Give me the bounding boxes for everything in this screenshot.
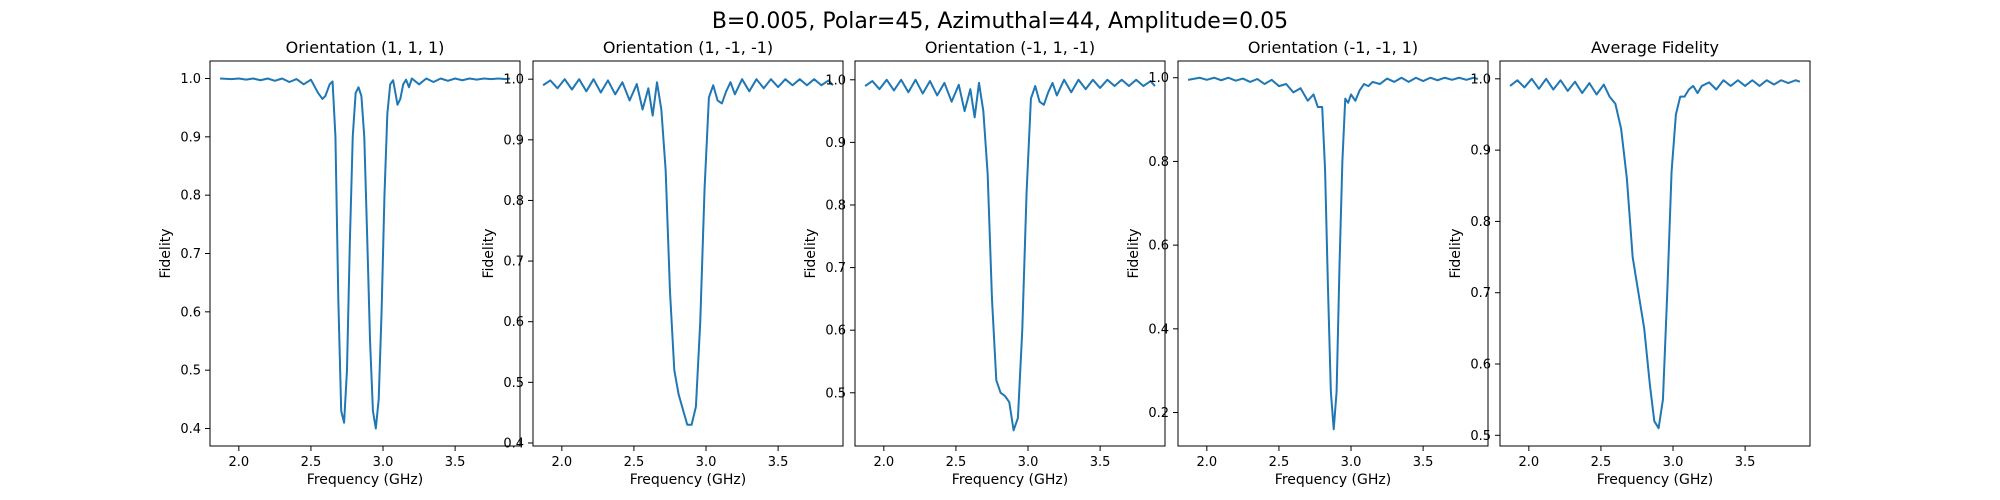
y-tick-label: 0.5	[825, 386, 846, 401]
x-tick-label: 3.5	[1413, 455, 1434, 470]
y-tick-label: 0.9	[1470, 144, 1491, 159]
y-tick-label: 1.0	[1148, 71, 1169, 86]
x-tick-label: 2.0	[228, 455, 249, 470]
subplot-title: Orientation (1, -1, -1)	[603, 38, 773, 57]
x-tick-label: 3.0	[1663, 455, 1684, 470]
subplot-1: 2.0 2.5 3.0 3.5 0.4 0.5 0.6 0.7 0.8 0.9 1.0 Orienta…	[158, 38, 521, 488]
y-axis-label: Fidelity	[158, 229, 174, 279]
y-axis-label: Fidelity	[803, 229, 819, 279]
panels: 2.0 2.5 3.0 3.5 0.4 0.5 0.6 0.7 0.8 0.9 1.0 Orienta…	[158, 38, 1811, 488]
y-tick-label: 0.5	[503, 376, 524, 391]
x-axis-label: Frequency (GHz)	[630, 472, 746, 488]
y-tick-label: 0.6	[1470, 358, 1491, 373]
x-axis-label: Frequency (GHz)	[307, 472, 423, 488]
y-tick-label: 0.5	[1470, 429, 1491, 444]
y-tick-label: 0.7	[825, 261, 846, 276]
x-tick-label: 3.5	[768, 455, 789, 470]
x-tick-label: 3.0	[696, 455, 717, 470]
x-tick-label: 2.5	[946, 455, 967, 470]
x-tick-label: 3.5	[1735, 455, 1756, 470]
series-line	[864, 78, 1156, 432]
y-tick-label: 0.6	[1148, 239, 1169, 254]
axes-frame	[1177, 60, 1489, 447]
subplot-4: 2.0 2.5 3.0 3.5 0.2 0.4 0.6 0.8 1.0 Orientation (…	[1126, 38, 1489, 488]
subplot-3: 2.0 2.5 3.0 3.5 0.5 0.6 0.7 0.8 0.9 1.0 Orientatio…	[803, 38, 1166, 488]
x-tick-label: 3.0	[1018, 455, 1039, 470]
subplot-title: Orientation (-1, -1, 1)	[1248, 38, 1418, 57]
x-tick-label: 3.0	[1341, 455, 1362, 470]
y-tick-label: 0.9	[503, 133, 524, 148]
y-tick-label: 1.0	[1470, 72, 1491, 87]
x-tick-label: 2.5	[1591, 455, 1612, 470]
x-tick-label: 2.0	[1518, 455, 1539, 470]
subplot-5: 2.0 2.5 3.0 3.5 0.5 0.6 0.7 0.8 0.9 1.0 Average Fi…	[1448, 38, 1811, 488]
subplot-title: Orientation (-1, 1, -1)	[925, 38, 1095, 57]
y-tick-label: 0.8	[1470, 215, 1491, 230]
x-tick-label: 2.5	[1269, 455, 1290, 470]
y-tick-label: 0.5	[180, 364, 201, 379]
y-tick-label: 0.2	[1148, 406, 1169, 421]
axes-frame	[209, 60, 521, 447]
y-tick-label: 0.4	[503, 436, 524, 451]
axes-frame	[1499, 60, 1811, 447]
y-tick-label: 0.8	[503, 194, 524, 209]
x-tick-label: 2.0	[873, 455, 894, 470]
y-axis-label: Fidelity	[1126, 229, 1142, 279]
axes-frame	[854, 60, 1166, 447]
x-tick-label: 3.5	[445, 455, 466, 470]
series-line	[1187, 76, 1479, 431]
y-tick-label: 0.6	[825, 324, 846, 339]
y-tick-label: 0.6	[503, 315, 524, 330]
y-axis-label: Fidelity	[481, 229, 497, 279]
x-tick-label: 3.0	[373, 455, 394, 470]
y-tick-label: 0.7	[180, 247, 201, 262]
figure-suptitle: B=0.005, Polar=45, Azimuthal=44, Amplitu…	[712, 9, 1288, 34]
x-tick-label: 2.0	[551, 455, 572, 470]
y-tick-label: 1.0	[180, 72, 201, 87]
series-line	[220, 77, 511, 430]
y-tick-label: 0.8	[1148, 155, 1169, 170]
series-line	[542, 78, 834, 426]
y-tick-label: 0.7	[1470, 286, 1491, 301]
axes-frame	[532, 60, 844, 447]
y-tick-label: 0.6	[180, 305, 201, 320]
x-axis-label: Frequency (GHz)	[1275, 472, 1391, 488]
subplot-title: Average Fidelity	[1591, 38, 1719, 57]
x-axis-label: Frequency (GHz)	[1597, 472, 1713, 488]
y-axis-label: Fidelity	[1448, 229, 1464, 279]
x-tick-label: 2.5	[624, 455, 645, 470]
x-tick-label: 2.5	[301, 455, 322, 470]
y-tick-label: 1.0	[825, 73, 846, 88]
y-tick-label: 0.7	[503, 255, 524, 270]
x-tick-label: 2.0	[1196, 455, 1217, 470]
subplot-2: 2.0 2.5 3.0 3.5 0.4 0.5 0.6 0.7 0.8 0.9 1.0 Orienta…	[481, 38, 844, 488]
series-line	[1509, 77, 1801, 430]
y-tick-label: 0.8	[180, 189, 201, 204]
y-tick-label: 0.8	[825, 198, 846, 213]
y-tick-label: 0.9	[825, 136, 846, 151]
subplot-title: Orientation (1, 1, 1)	[286, 38, 445, 57]
y-tick-label: 1.0	[503, 73, 524, 88]
y-tick-label: 0.4	[1148, 322, 1169, 337]
x-axis-label: Frequency (GHz)	[952, 472, 1068, 488]
y-tick-label: 0.4	[180, 422, 201, 437]
x-tick-label: 3.5	[1090, 455, 1111, 470]
y-tick-label: 0.9	[180, 130, 201, 145]
